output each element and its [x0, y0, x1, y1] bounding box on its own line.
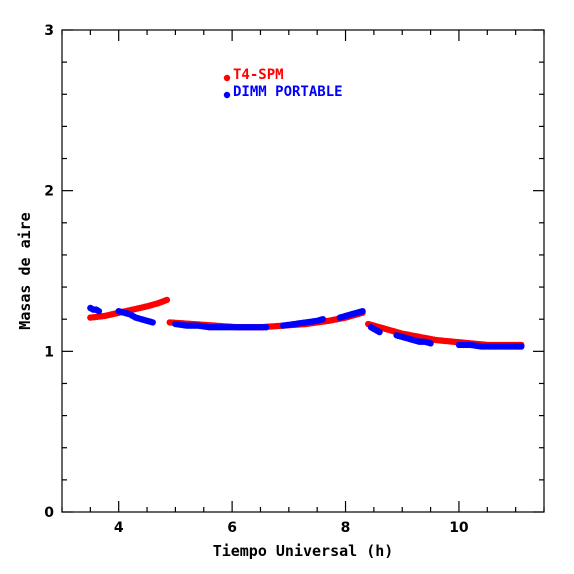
legend: T4-SPM DIMM PORTABLE [223, 67, 343, 100]
legend-label-t4-spm: T4-SPM [233, 67, 284, 83]
x-axis-title: Tiempo Universal (h) [213, 542, 394, 560]
point-dimm-portable [359, 307, 366, 315]
legend-marker-dimm-portable [223, 91, 231, 99]
y-tick-label: 2 [44, 184, 54, 200]
y-tick-label: 1 [44, 344, 54, 360]
data-points [87, 296, 525, 350]
y-axis-title: Masas de aire [16, 212, 34, 329]
point-dimm-portable [262, 324, 270, 331]
legend-marker-t4-spm [223, 74, 231, 82]
point-dimm-portable [319, 316, 327, 323]
tick-marks [61, 29, 545, 513]
x-tick-label: 6 [227, 520, 237, 536]
plot-frame [61, 29, 545, 513]
y-tick-label: 3 [44, 23, 54, 39]
point-dimm-portable [95, 307, 103, 315]
x-tick-label: 4 [114, 520, 124, 536]
tick-labels: 4 6 8 10 0 1 2 3 [44, 23, 469, 536]
legend-label-dimm-portable: DIMM PORTABLE [233, 84, 343, 100]
point-dimm-portable [518, 343, 525, 350]
x-tick-label: 8 [341, 520, 351, 536]
point-dimm-portable [149, 319, 156, 326]
point-t4-spm [163, 296, 171, 304]
y-tick-label: 0 [44, 505, 54, 521]
x-tick-label: 10 [449, 520, 469, 536]
point-dimm-portable [427, 340, 434, 347]
point-dimm-portable [376, 328, 383, 336]
